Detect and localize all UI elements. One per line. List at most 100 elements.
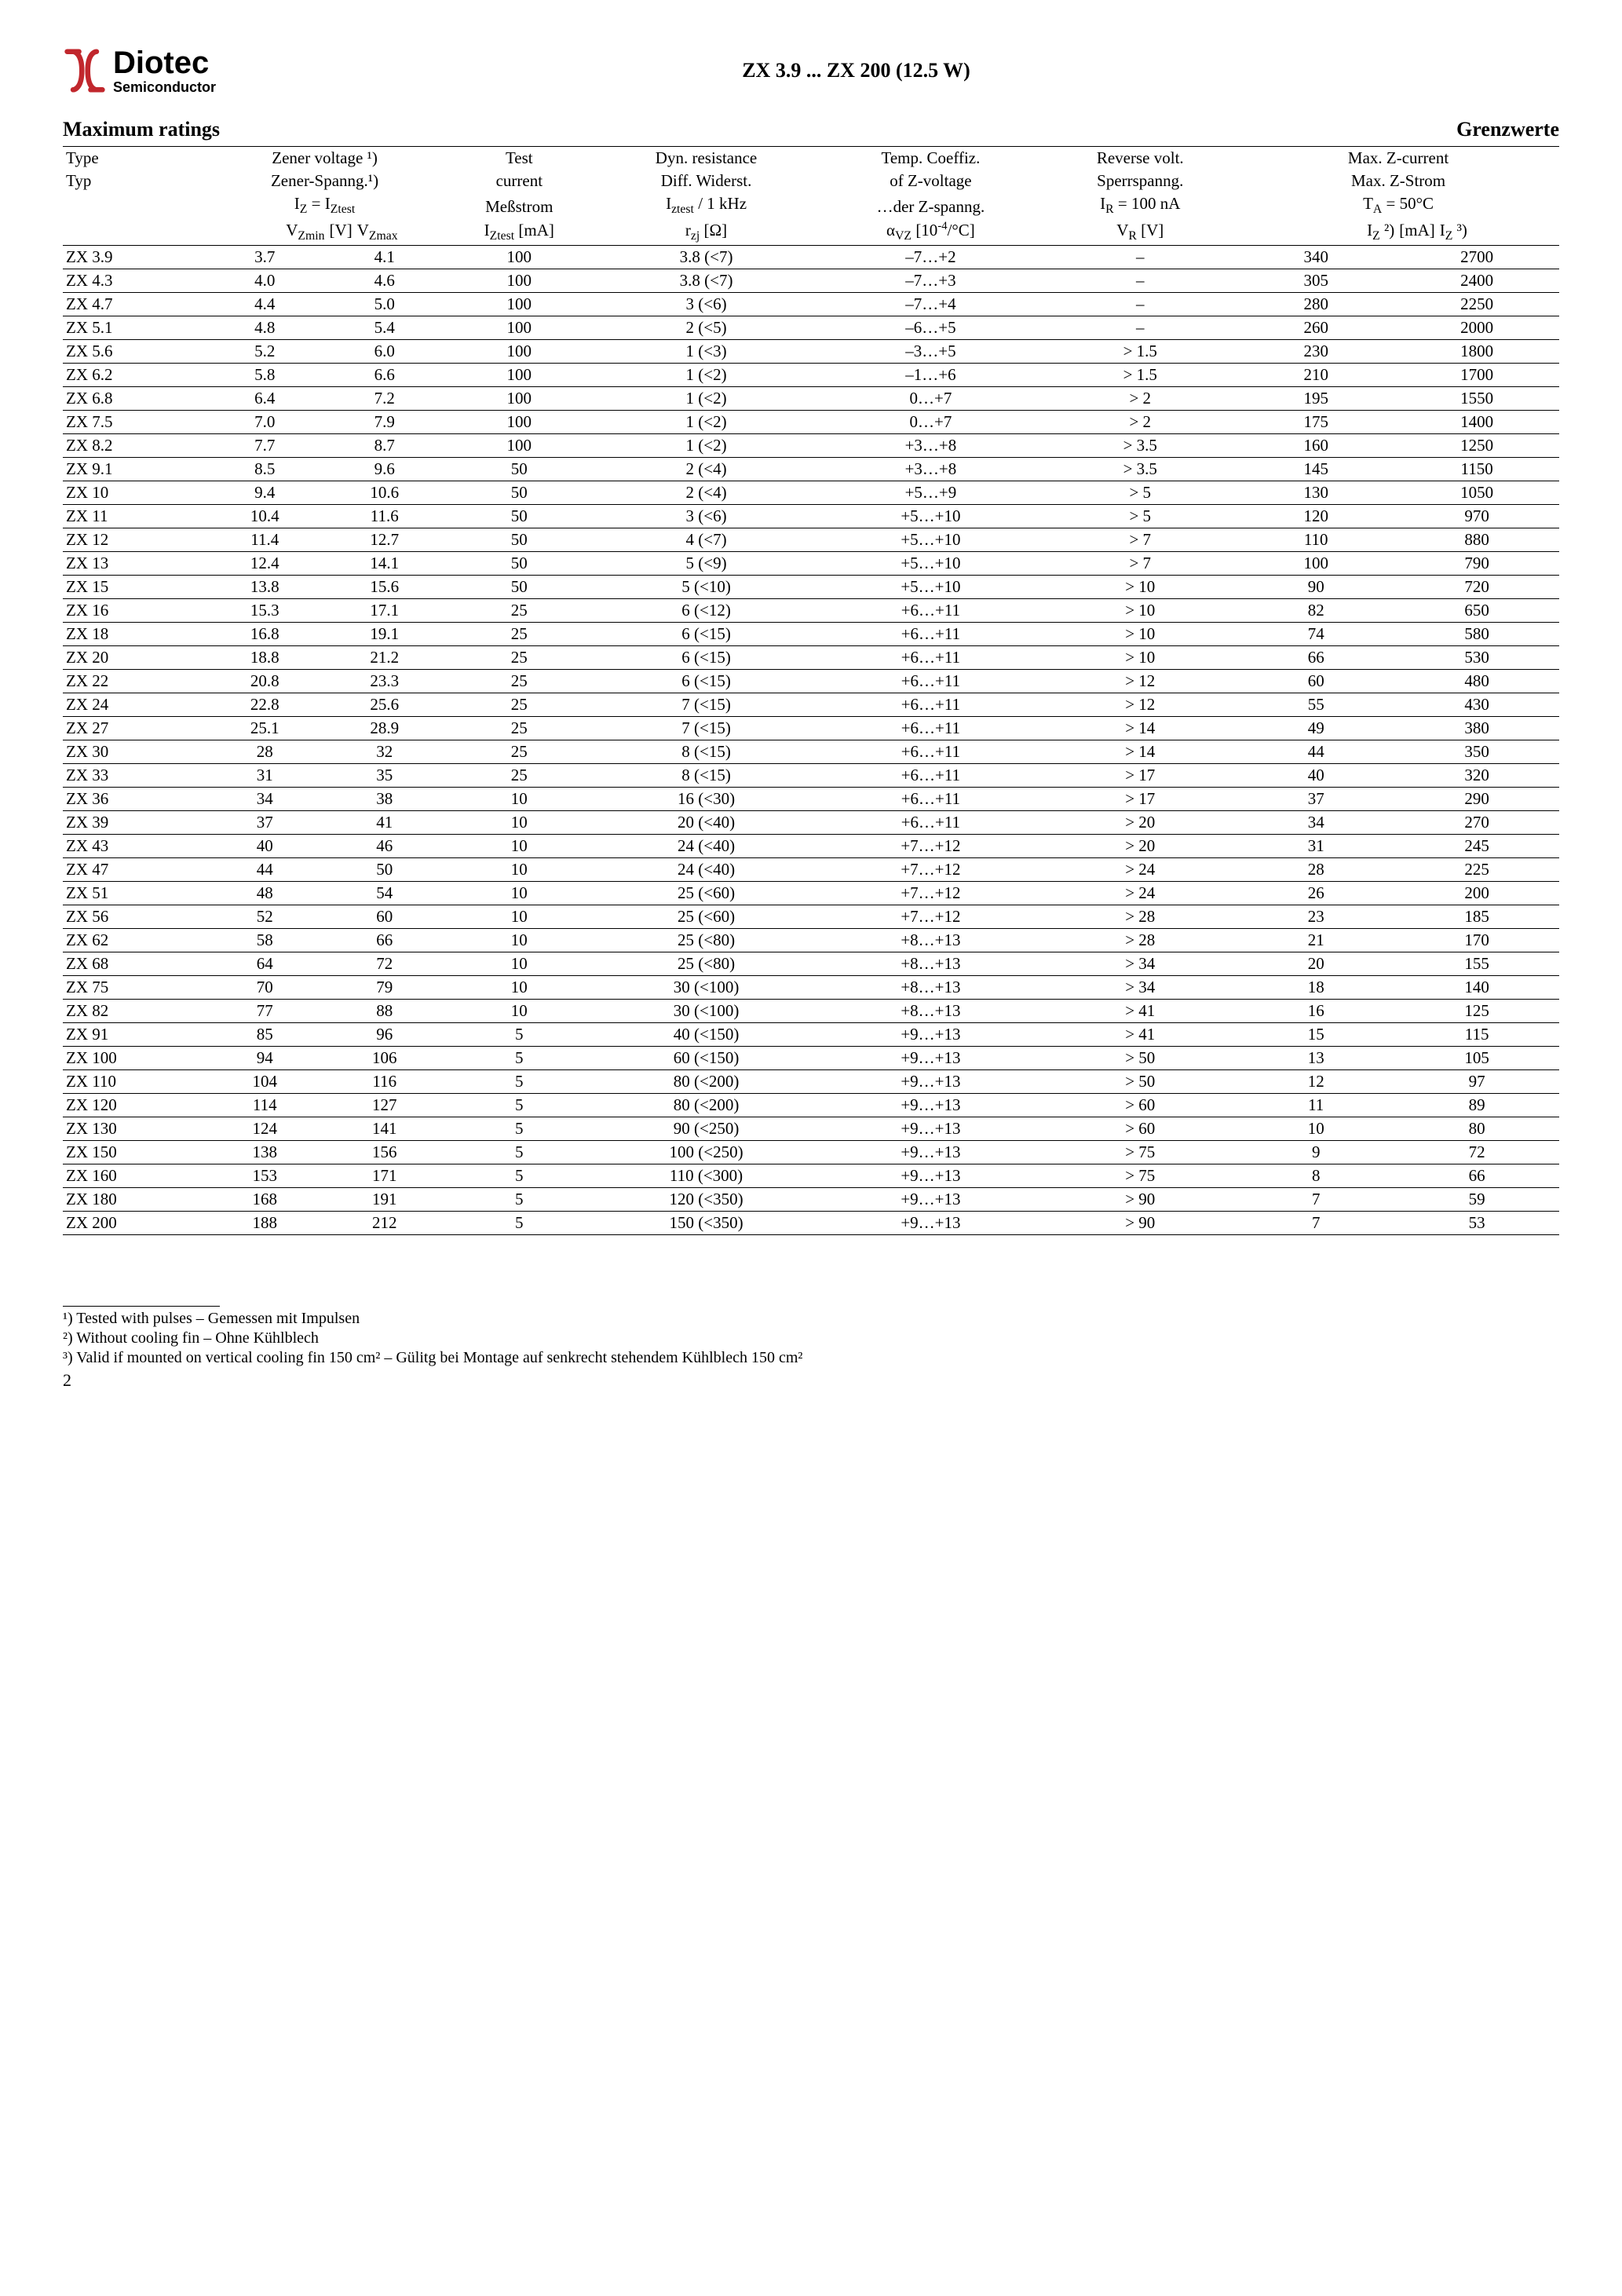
cell-vzmin: 20.8 xyxy=(205,670,324,693)
cell-iz: 100 xyxy=(444,411,594,434)
cell-iz3: 2000 xyxy=(1394,316,1559,340)
hdr-test-l4: IZtest [mA] xyxy=(444,218,594,246)
cell-iz3: 2400 xyxy=(1394,269,1559,293)
cell-vzmax: 12.7 xyxy=(325,528,444,552)
cell-iz: 50 xyxy=(444,552,594,576)
cell-alpha: +9…+13 xyxy=(818,1188,1043,1212)
cell-type: ZX 36 xyxy=(63,788,205,811)
cell-iz2: 210 xyxy=(1237,364,1394,387)
table-row: ZX 5.65.26.01001 (<3)–3…+5> 1.52301800 xyxy=(63,340,1559,364)
cell-rzj: 6 (<12) xyxy=(594,599,819,623)
cell-vzmax: 6.6 xyxy=(325,364,444,387)
cell-iz2: 7 xyxy=(1237,1212,1394,1235)
cell-vzmin: 104 xyxy=(205,1070,324,1094)
cell-iz2: 145 xyxy=(1237,458,1394,481)
cell-iz3: 140 xyxy=(1394,976,1559,1000)
hdr-zener-l2: Zener-Spanng.¹) xyxy=(205,170,444,192)
cell-alpha: 0…+7 xyxy=(818,387,1043,411)
cell-alpha: +8…+13 xyxy=(818,952,1043,976)
cell-vzmin: 18.8 xyxy=(205,646,324,670)
cell-iz2: 44 xyxy=(1237,740,1394,764)
cell-alpha: +9…+13 xyxy=(818,1164,1043,1188)
cell-type: ZX 43 xyxy=(63,835,205,858)
cell-type: ZX 10 xyxy=(63,481,205,505)
table-row: ZX 5652601025 (<60)+7…+12> 2823185 xyxy=(63,905,1559,929)
cell-rzj: 2 (<5) xyxy=(594,316,819,340)
cell-iz2: 260 xyxy=(1237,316,1394,340)
cell-type: ZX 16 xyxy=(63,599,205,623)
table-row: ZX 109.410.6502 (<4)+5…+9> 51301050 xyxy=(63,481,1559,505)
cell-vzmin: 153 xyxy=(205,1164,324,1188)
cell-rzj: 7 (<15) xyxy=(594,693,819,717)
cell-rzj: 25 (<60) xyxy=(594,905,819,929)
cell-vzmax: 171 xyxy=(325,1164,444,1188)
cell-iz: 100 xyxy=(444,316,594,340)
cell-type: ZX 15 xyxy=(63,576,205,599)
cell-vzmax: 88 xyxy=(325,1000,444,1023)
cell-rzj: 6 (<15) xyxy=(594,670,819,693)
cell-iz2: 49 xyxy=(1237,717,1394,740)
table-row: ZX 1110.411.6503 (<6)+5…+10> 5120970 xyxy=(63,505,1559,528)
table-row: ZX 5.14.85.41002 (<5)–6…+5–2602000 xyxy=(63,316,1559,340)
table-row: ZX 1601531715110 (<300)+9…+13> 75866 xyxy=(63,1164,1559,1188)
cell-type: ZX 30 xyxy=(63,740,205,764)
table-row: ZX 2422.825.6257 (<15)+6…+11> 1255430 xyxy=(63,693,1559,717)
table-row: ZX 1816.819.1256 (<15)+6…+11> 1074580 xyxy=(63,623,1559,646)
cell-type: ZX 13 xyxy=(63,552,205,576)
cell-iz3: 880 xyxy=(1394,528,1559,552)
table-row: ZX 2220.823.3256 (<15)+6…+11> 1260480 xyxy=(63,670,1559,693)
cell-rzj: 3 (<6) xyxy=(594,505,819,528)
section-left: Maximum ratings xyxy=(63,118,220,141)
cell-rzj: 3.8 (<7) xyxy=(594,269,819,293)
table-row: ZX 1513.815.6505 (<10)+5…+10> 1090720 xyxy=(63,576,1559,599)
cell-vzmax: 127 xyxy=(325,1094,444,1117)
cell-vzmin: 48 xyxy=(205,882,324,905)
cell-rzj: 110 (<300) xyxy=(594,1164,819,1188)
cell-iz: 25 xyxy=(444,717,594,740)
cell-iz3: 53 xyxy=(1394,1212,1559,1235)
hdr-max-l1: Max. Z-current xyxy=(1237,147,1559,170)
cell-vr: > 24 xyxy=(1043,882,1237,905)
cell-type: ZX 39 xyxy=(63,811,205,835)
cell-vr: > 10 xyxy=(1043,599,1237,623)
footnote-3: ³) Valid if mounted on vertical cooling … xyxy=(63,1349,1559,1367)
cell-vr: > 12 xyxy=(1043,693,1237,717)
cell-type: ZX 33 xyxy=(63,764,205,788)
cell-alpha: +5…+10 xyxy=(818,528,1043,552)
cell-iz3: 580 xyxy=(1394,623,1559,646)
cell-iz3: 1250 xyxy=(1394,434,1559,458)
cell-iz: 5 xyxy=(444,1094,594,1117)
cell-vr: > 1.5 xyxy=(1043,340,1237,364)
cell-iz3: 970 xyxy=(1394,505,1559,528)
cell-type: ZX 56 xyxy=(63,905,205,929)
cell-vzmin: 168 xyxy=(205,1188,324,1212)
cell-iz: 50 xyxy=(444,458,594,481)
section-right: Grenzwerte xyxy=(1456,118,1559,141)
table-row: ZX 2018.821.2256 (<15)+6…+11> 1066530 xyxy=(63,646,1559,670)
hdr-zener-l3: IZ = IZtest xyxy=(205,192,444,218)
cell-iz: 5 xyxy=(444,1047,594,1070)
cell-vzmin: 7.0 xyxy=(205,411,324,434)
table-row: ZX 4340461024 (<40)+7…+12> 2031245 xyxy=(63,835,1559,858)
cell-vzmin: 7.7 xyxy=(205,434,324,458)
cell-iz: 10 xyxy=(444,835,594,858)
cell-type: ZX 24 xyxy=(63,693,205,717)
cell-alpha: +6…+11 xyxy=(818,811,1043,835)
cell-vzmin: 37 xyxy=(205,811,324,835)
table-body: ZX 3.93.74.11003.8 (<7)–7…+2–3402700ZX 4… xyxy=(63,246,1559,1235)
cell-iz2: 26 xyxy=(1237,882,1394,905)
cell-vzmax: 15.6 xyxy=(325,576,444,599)
cell-iz: 10 xyxy=(444,952,594,976)
cell-type: ZX 8.2 xyxy=(63,434,205,458)
brand-name: Diotec xyxy=(113,47,216,79)
cell-type: ZX 20 xyxy=(63,646,205,670)
table-row: ZX 1312.414.1505 (<9)+5…+10> 7100790 xyxy=(63,552,1559,576)
cell-rzj: 4 (<7) xyxy=(594,528,819,552)
cell-vzmin: 64 xyxy=(205,952,324,976)
cell-alpha: +5…+10 xyxy=(818,576,1043,599)
hdr-dyn-l1: Dyn. resistance xyxy=(594,147,819,170)
cell-vr: > 14 xyxy=(1043,717,1237,740)
cell-iz3: 1550 xyxy=(1394,387,1559,411)
cell-vr: > 28 xyxy=(1043,929,1237,952)
cell-alpha: +7…+12 xyxy=(818,858,1043,882)
